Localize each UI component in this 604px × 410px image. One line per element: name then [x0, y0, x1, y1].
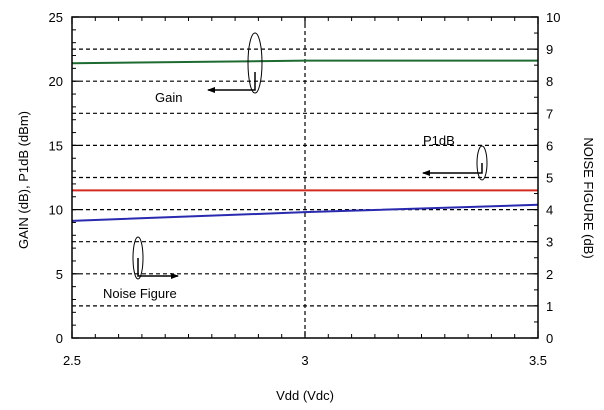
y-right-tick-label: 10 — [546, 10, 560, 25]
y-right-tick-label: 8 — [546, 74, 553, 89]
noise-figure-line — [71, 203, 539, 222]
y-left-tick-label: 15 — [49, 138, 63, 153]
noise-figure-annotation: Noise Figure — [103, 236, 179, 301]
gain-marker-ellipse — [247, 32, 263, 94]
noise-figure-marker-ellipse — [132, 236, 144, 280]
series-lines — [71, 59, 539, 222]
x-axis-title: Vdd (Vdc) — [276, 388, 334, 403]
y-right-tick-label: 5 — [546, 171, 553, 186]
x-tick-label: 2.5 — [63, 353, 81, 368]
y-left-tick-label: 0 — [56, 331, 63, 346]
y-right-tick-label: 9 — [546, 42, 553, 57]
y-left-tick-label: 25 — [49, 10, 63, 25]
y-right-tick-label: 6 — [546, 138, 553, 153]
y-left-tick-label: 10 — [49, 203, 63, 218]
gain-line — [71, 59, 538, 65]
y-right-tick-label: 3 — [546, 235, 553, 250]
y-axis-left-title: GAIN (dB), P1dB (dBm) — [16, 111, 31, 249]
y-right-tick-label: 4 — [546, 203, 553, 218]
p1db-annotation: P1dB — [422, 133, 488, 181]
x-tick-label: 3 — [301, 353, 308, 368]
noise-figure-arrow — [137, 258, 179, 279]
p1db-arrow — [422, 163, 483, 176]
gain-arrow — [207, 72, 256, 93]
p1db-marker-ellipse — [476, 145, 488, 181]
y-right-tick-label: 1 — [546, 299, 553, 314]
gain-annotation: Gain — [155, 32, 263, 105]
y-left-tick-label: 5 — [56, 267, 63, 282]
y-left-tick-label: 20 — [49, 74, 63, 89]
y-axis-right-title: NOISE FIGURE (dB) — [581, 137, 596, 258]
tick-labels: 0 5 10 15 20 25 0 1 2 3 4 5 6 7 8 9 10 2.5 3 3.5 — [49, 10, 561, 368]
y-right-tick-label: 0 — [546, 331, 553, 346]
y-right-tick-label: 2 — [546, 267, 553, 282]
tick-marks — [71, 16, 539, 339]
y-right-tick-label: 7 — [546, 106, 553, 121]
x-tick-label: 3.5 — [529, 353, 547, 368]
noise-figure-label: Noise Figure — [103, 286, 177, 301]
grid-lines — [72, 17, 538, 338]
p1db-label: P1dB — [423, 133, 455, 148]
gain-label: Gain — [155, 90, 182, 105]
